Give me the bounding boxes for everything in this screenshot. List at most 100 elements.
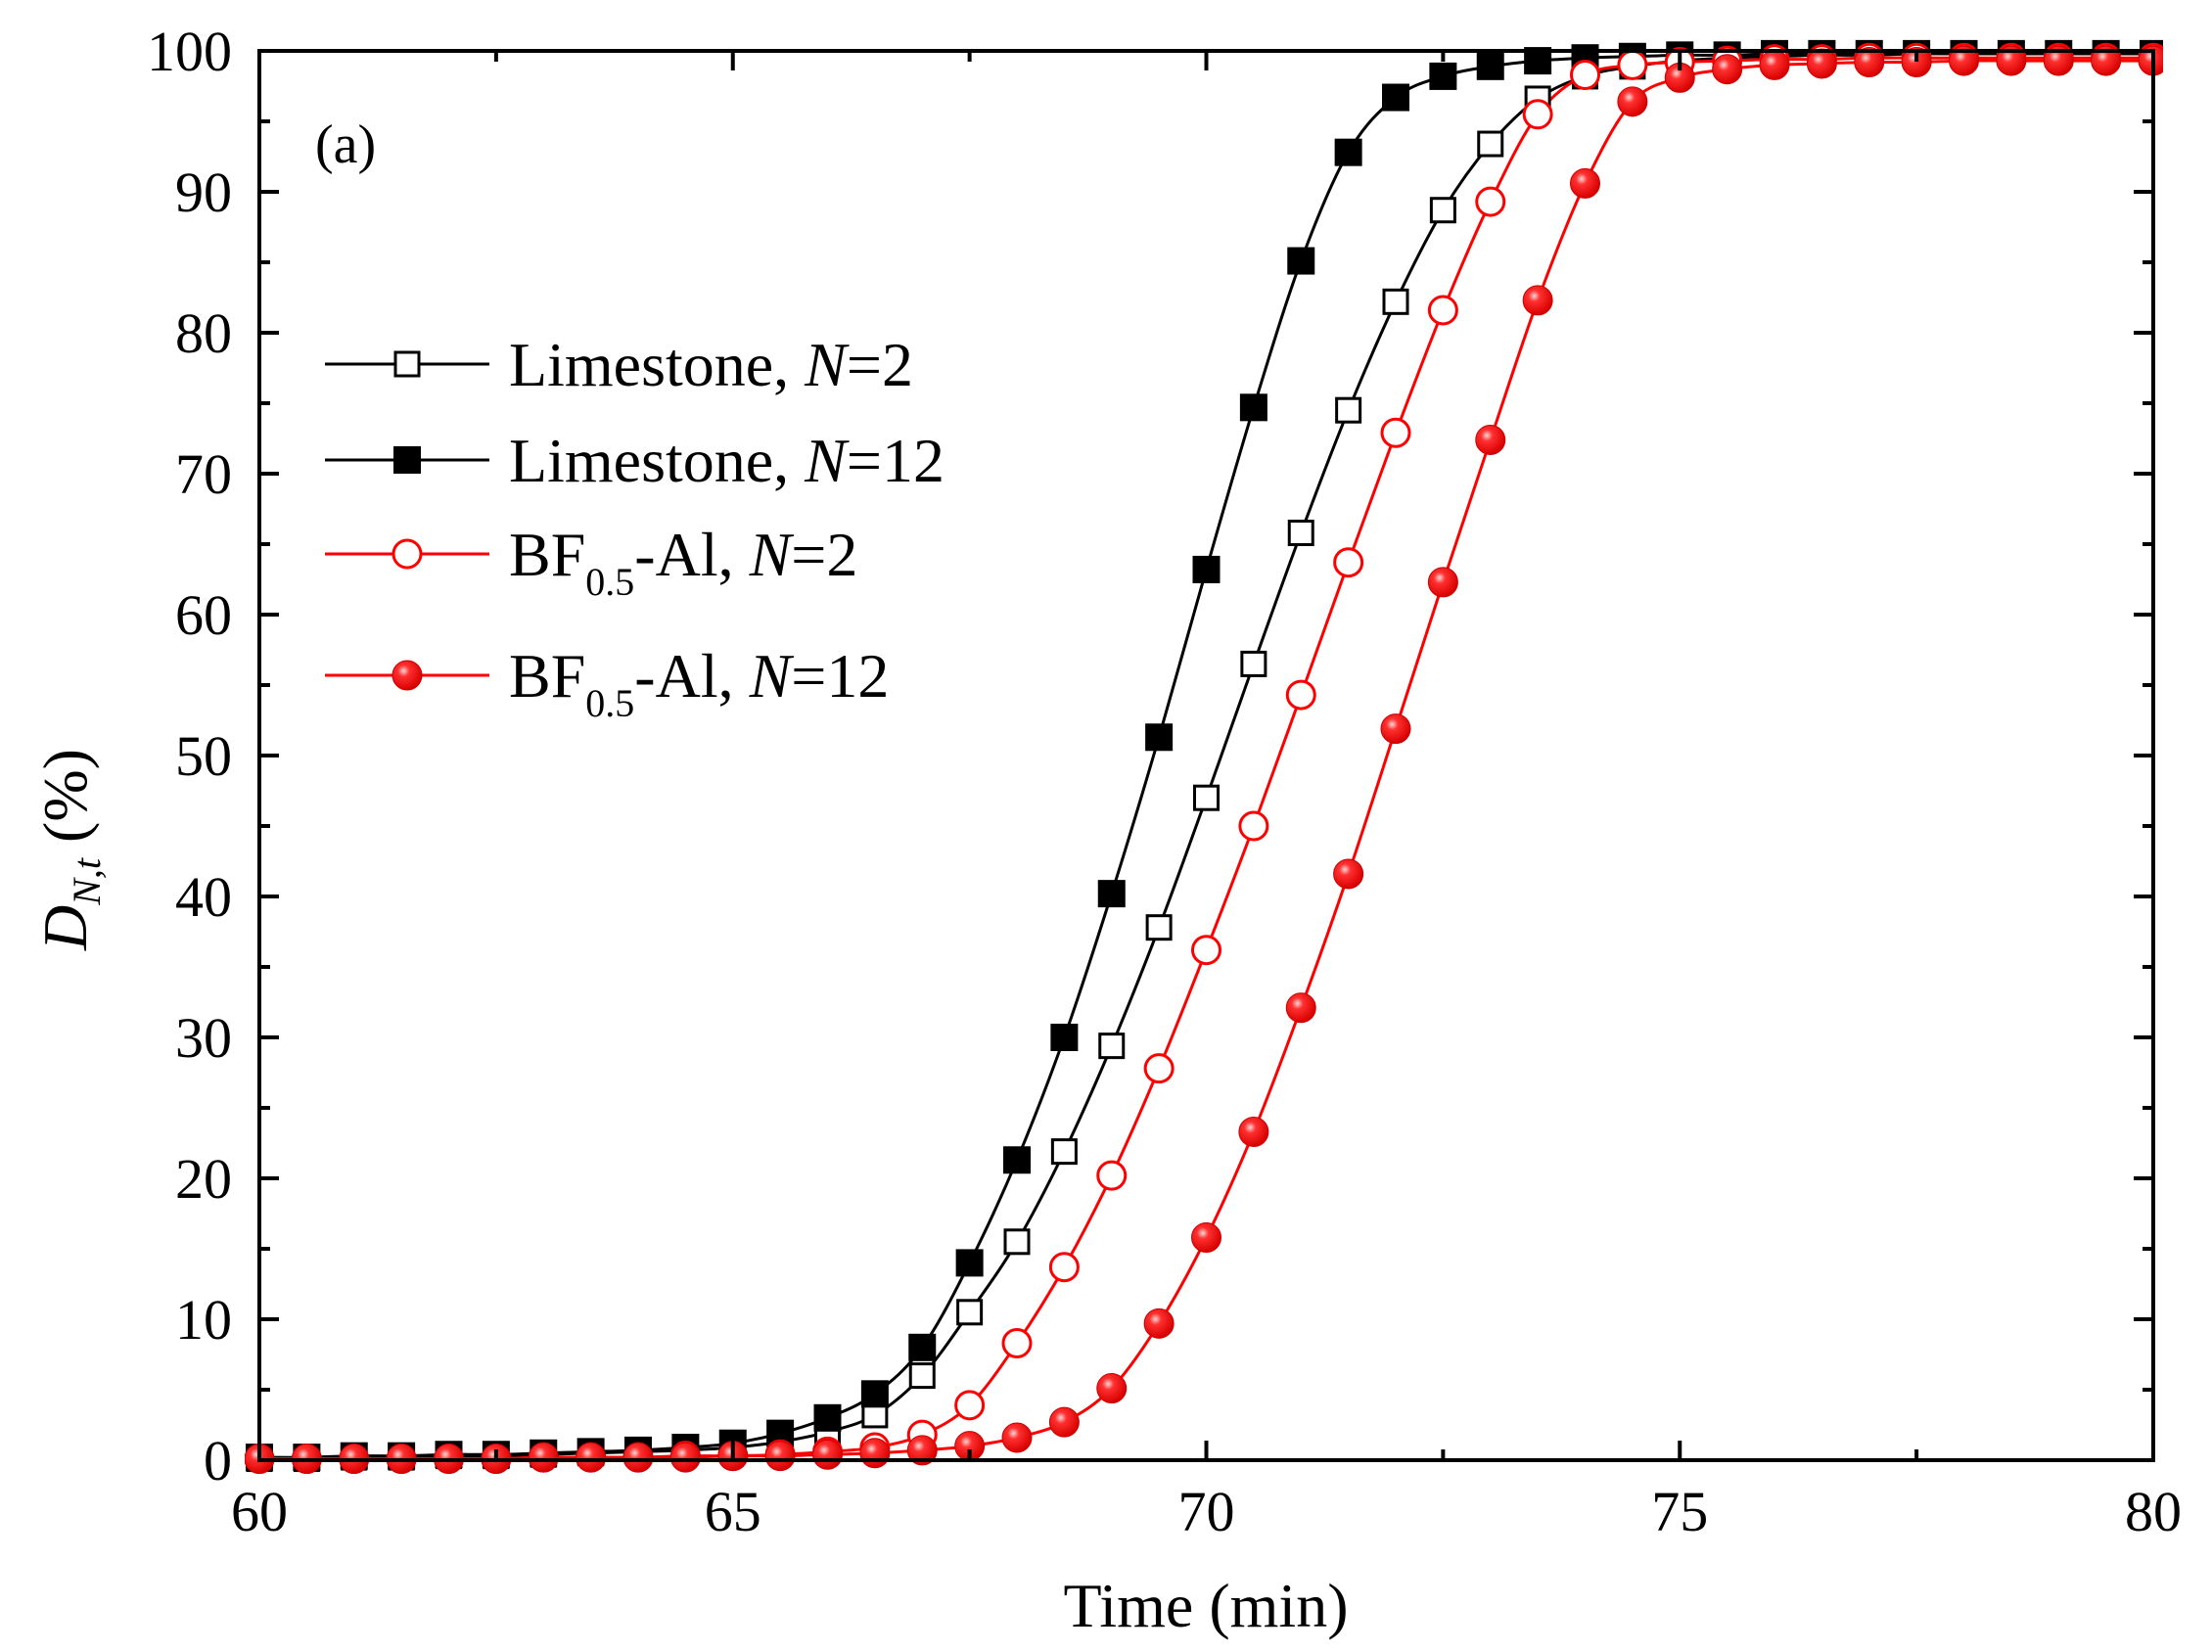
- data-point: [669, 1442, 701, 1473]
- legend-marker: [392, 538, 423, 570]
- series-clip-group: [245, 39, 2163, 1475]
- y-tick-label: 20: [175, 1147, 232, 1211]
- data-point: [954, 1390, 986, 1421]
- data-point: [859, 1438, 891, 1469]
- legend-entry-0: Limestone, N=2: [325, 330, 913, 399]
- legend-label-label-n: N: [804, 330, 850, 399]
- data-point: [1380, 417, 1411, 448]
- data-point: [813, 1403, 842, 1432]
- data-point: [2091, 45, 2122, 76]
- data-point: [1712, 54, 1743, 85]
- y-tick-label: 90: [175, 161, 232, 224]
- legend-label-label-tail: =12: [791, 641, 889, 711]
- data-point: [906, 1435, 938, 1466]
- y-tick-label: 60: [175, 583, 232, 647]
- data-point: [1048, 1252, 1080, 1283]
- data-point: [1617, 86, 1648, 117]
- legend-label-label-main: Limestone,: [509, 330, 805, 399]
- data-point: [956, 1299, 984, 1326]
- data-point: [1238, 1116, 1269, 1147]
- data-point: [1050, 1024, 1079, 1051]
- data-point: [1001, 1327, 1033, 1358]
- data-point: [1477, 130, 1504, 158]
- data-point: [1476, 52, 1504, 80]
- series-line-3: [259, 59, 2153, 1461]
- legend-label-label-tail: =12: [847, 426, 945, 495]
- data-point: [1570, 59, 1600, 90]
- data-point: [2043, 45, 2074, 76]
- y-tick-label: 0: [204, 1429, 232, 1492]
- data-point: [1003, 1146, 1031, 1174]
- legend-entry-3: BF0.5-Al, N=12: [325, 641, 889, 725]
- data-point: [1475, 424, 1506, 455]
- data-point: [812, 1439, 843, 1470]
- data-point: [1617, 49, 1648, 80]
- data-point: [1096, 1160, 1128, 1191]
- series-markers-1: [246, 39, 2163, 1472]
- legend-label-label-after-sub: -Al,: [634, 520, 749, 589]
- legend-label-label-main: Limestone,: [509, 426, 805, 495]
- data-point: [908, 1333, 937, 1361]
- y-tick-label: 40: [175, 865, 232, 929]
- legend-label: Limestone, N=2: [509, 330, 913, 399]
- data-point: [1050, 1138, 1078, 1166]
- data-point: [1287, 247, 1315, 275]
- y-tick-label: 70: [175, 442, 232, 506]
- legend-label-label-main: BF: [509, 641, 585, 711]
- legend-marker: [392, 660, 423, 691]
- data-point: [1285, 679, 1316, 711]
- data-point: [1949, 45, 1979, 76]
- data-point: [1427, 567, 1458, 598]
- data-point: [860, 1380, 889, 1408]
- legend-label: BF0.5-Al, N=12: [509, 641, 889, 725]
- data-point: [1854, 47, 1885, 78]
- data-point: [1191, 1221, 1221, 1253]
- data-point: [1192, 555, 1221, 583]
- data-point: [1522, 285, 1553, 316]
- y-axis-label-sub: N,t: [65, 857, 109, 906]
- data-point: [1048, 1406, 1080, 1438]
- tick-layer: 60 65 70 75 80 0 10 20 30 40 50 60 70 80 90 100: [147, 20, 2182, 1543]
- y-tick-label: 80: [175, 301, 232, 365]
- legend-label-label-n: N: [749, 520, 795, 589]
- data-point: [1759, 49, 1790, 80]
- data-point: [955, 1249, 984, 1277]
- data-point: [1003, 1228, 1031, 1256]
- y-axis-label-space: [30, 843, 100, 858]
- data-point: [1382, 83, 1409, 112]
- legend-label-label-sub: 0.5: [585, 681, 634, 725]
- legend-label-label-after-sub: -Al,: [634, 641, 749, 711]
- data-point: [1382, 288, 1409, 315]
- data-point: [1429, 62, 1457, 90]
- x-tick-label: 80: [2125, 1480, 2182, 1543]
- data-point: [1427, 295, 1458, 326]
- data-point: [1240, 650, 1267, 677]
- panel-label: (a): [315, 115, 376, 175]
- legend-marker: [393, 350, 421, 378]
- data-point: [1522, 99, 1553, 130]
- data-point: [1145, 914, 1173, 941]
- data-point: [576, 1442, 607, 1473]
- y-tick-label: 30: [175, 1006, 232, 1070]
- data-point: [1097, 880, 1126, 908]
- legend-label-label-tail: =2: [847, 330, 913, 399]
- y-axis-label: DN,t (%): [30, 749, 109, 951]
- x-axis-label: Time (min): [1064, 1571, 1349, 1640]
- data-point: [1143, 1308, 1175, 1339]
- x-tick-label: 60: [231, 1480, 288, 1543]
- data-point: [1429, 197, 1456, 224]
- data-point: [1334, 138, 1362, 166]
- legend-entry-2: BF0.5-Al, N=2: [325, 520, 857, 604]
- x-tick-label: 75: [1651, 1480, 1708, 1543]
- data-point: [1287, 519, 1314, 546]
- data-point: [1901, 47, 1932, 78]
- series-markers-3: [245, 45, 2163, 1475]
- data-point: [1238, 810, 1269, 842]
- legend-label-label-n: N: [804, 426, 850, 495]
- data-point: [1001, 1422, 1033, 1453]
- legend-label-label-n: N: [749, 641, 795, 711]
- y-tick-label: 50: [175, 724, 232, 788]
- data-point: [908, 1362, 936, 1390]
